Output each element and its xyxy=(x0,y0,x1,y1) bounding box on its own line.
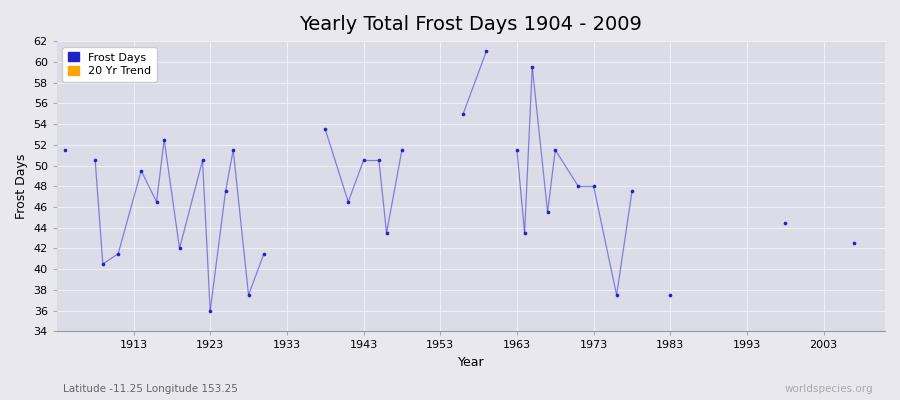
Point xyxy=(195,157,210,164)
Point xyxy=(88,157,103,164)
Text: worldspecies.org: worldspecies.org xyxy=(785,384,873,394)
Point xyxy=(134,168,148,174)
Point xyxy=(95,261,110,267)
Y-axis label: Frost Days: Frost Days xyxy=(15,154,28,219)
Point xyxy=(518,230,532,236)
Point xyxy=(625,188,639,195)
Point xyxy=(241,292,256,298)
Point xyxy=(226,147,240,153)
Point xyxy=(256,250,271,257)
Point xyxy=(372,157,386,164)
Point xyxy=(525,64,539,70)
Title: Yearly Total Frost Days 1904 - 2009: Yearly Total Frost Days 1904 - 2009 xyxy=(300,15,643,34)
Point xyxy=(509,147,524,153)
Point xyxy=(609,292,624,298)
Point xyxy=(172,245,186,252)
Text: Latitude -11.25 Longitude 153.25: Latitude -11.25 Longitude 153.25 xyxy=(63,384,238,394)
Point xyxy=(157,136,171,143)
Legend: Frost Days, 20 Yr Trend: Frost Days, 20 Yr Trend xyxy=(62,47,157,82)
Point xyxy=(548,147,562,153)
Point xyxy=(341,199,356,205)
Point xyxy=(663,292,678,298)
X-axis label: Year: Year xyxy=(457,356,484,369)
Point xyxy=(380,230,394,236)
Point xyxy=(778,219,793,226)
Point xyxy=(356,157,371,164)
Point xyxy=(58,147,72,153)
Point xyxy=(149,199,164,205)
Point xyxy=(318,126,332,132)
Point xyxy=(540,209,554,215)
Point xyxy=(572,183,586,190)
Point xyxy=(111,250,125,257)
Point xyxy=(456,110,471,117)
Point xyxy=(479,48,493,55)
Point xyxy=(847,240,861,246)
Point xyxy=(219,188,233,195)
Point xyxy=(395,147,410,153)
Point xyxy=(203,308,218,314)
Point xyxy=(587,183,601,190)
